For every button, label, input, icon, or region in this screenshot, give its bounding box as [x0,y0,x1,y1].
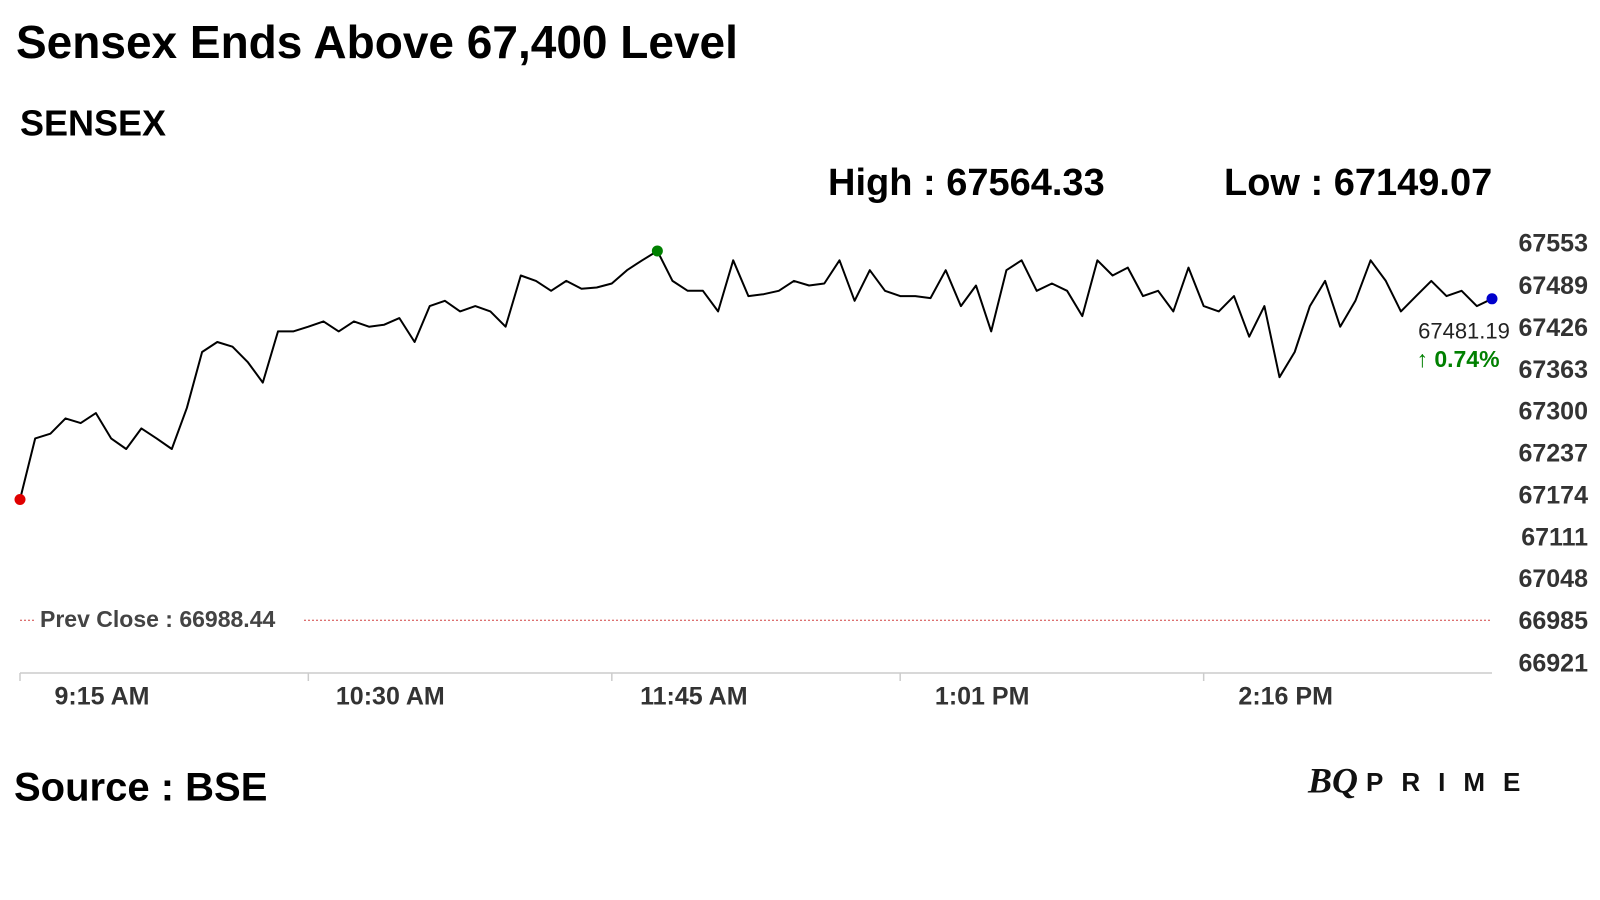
last-price: 67481.19 [1418,319,1510,344]
y-tick-label: 66921 [1518,650,1588,678]
prev-close-bg [34,606,304,635]
logo-prime: PRIME [1366,767,1538,797]
chart-title: Sensex Ends Above 67,400 Level [16,16,738,68]
high-marker [651,245,663,257]
logo-bq: BQ [1307,760,1358,800]
y-tick-label: 67426 [1518,314,1588,342]
prev-close-value: 66988.44 [179,606,275,632]
prev-close-label: Prev Close : [40,606,173,632]
prev-close-text: Prev Close : 66988.44 [40,606,275,632]
low-label: Low : [1224,162,1323,204]
change: ↑ 0.74% [1416,346,1499,372]
x-tick-label: 9:15 AM [55,683,150,711]
y-tick-label: 67111 [1521,523,1588,551]
x-tick-label: 1:01 PM [935,683,1029,711]
y-tick-label: 67174 [1518,481,1588,509]
low-value: 67149.07 [1334,162,1493,204]
high-value: 67564.33 [946,162,1105,204]
y-tick-label: 67553 [1518,230,1588,258]
line [19,250,1493,500]
last-marker [1486,293,1498,305]
y-tick-label: 67300 [1518,398,1588,426]
y-tick-label: 67489 [1518,272,1588,300]
x-tick-label: 10:30 AM [336,683,445,711]
y-tick-label: 67363 [1518,356,1588,384]
source: Source : BSE [14,766,267,810]
y-tick-label: 66985 [1518,607,1588,635]
x-tick-label: 2:16 PM [1238,683,1332,711]
y-tick-label: 67237 [1518,440,1588,468]
x-tick-label: 11:45 AM [640,683,747,711]
start-marker [14,494,26,506]
chart-subtitle: SENSEX [20,103,166,144]
y-tick-label: 67048 [1518,565,1588,593]
high-text: High : 67564.33 [828,162,1105,204]
low-text: Low : 67149.07 [1224,162,1492,204]
high-label: High : [828,162,936,204]
